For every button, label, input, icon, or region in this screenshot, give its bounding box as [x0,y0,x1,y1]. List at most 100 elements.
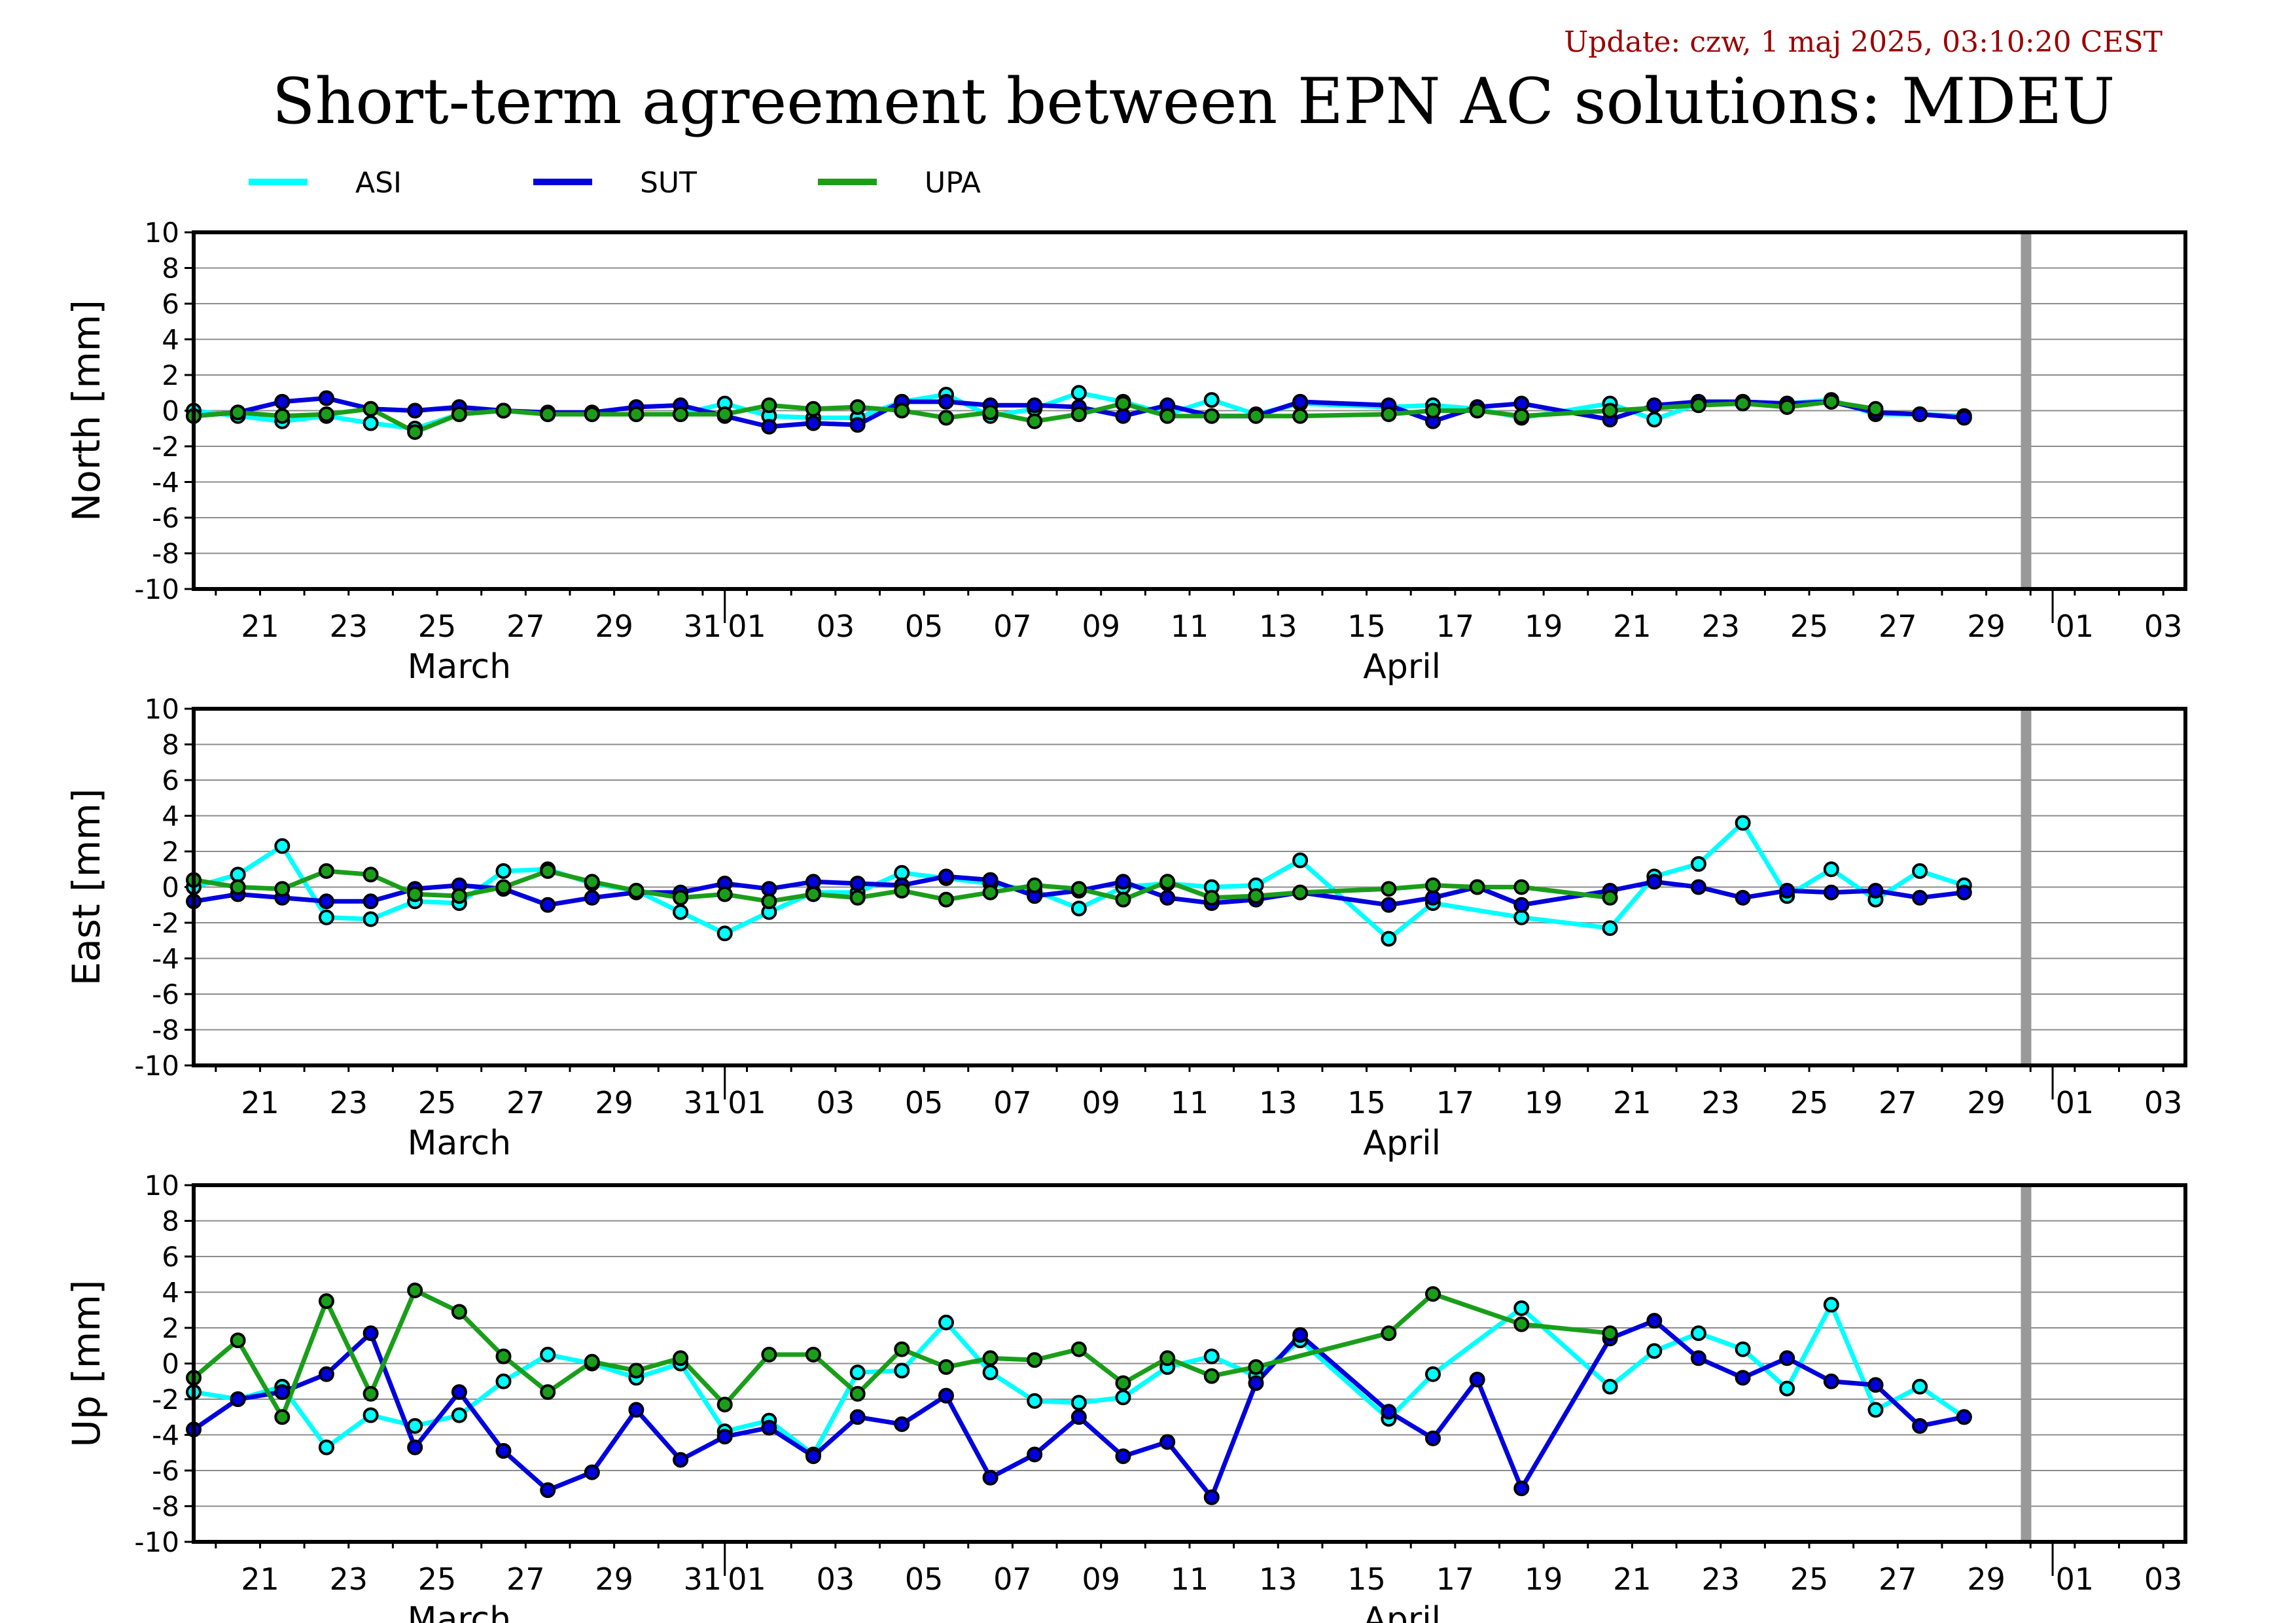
data-point-asi [1513,1300,1530,1316]
data-point-upa [1381,406,1397,422]
data-point-upa [1248,1359,1264,1375]
data-point-upa [716,886,733,902]
x-tick-label: 13 [1259,609,1298,644]
data-point-upa [1159,874,1176,890]
y-tick-label: 6 [162,288,179,320]
x-tick-label: 25 [418,609,457,644]
legend-label-upa: UPA [925,166,981,200]
x-tick-label: 15 [1347,1085,1386,1120]
x-tick-label: 23 [329,1085,368,1120]
data-point-sut [1070,1409,1087,1425]
y-tick-label: 8 [162,253,179,285]
x-tick-label: 03 [2144,609,2183,644]
x-tick-label: 07 [993,1085,1032,1120]
x-tick-label: 17 [1436,1561,1475,1597]
x-tick-label: 29 [1967,1085,2005,1120]
data-point-asi [318,909,334,925]
data-point-upa [1248,408,1264,424]
data-point-sut [1203,1489,1220,1505]
data-point-upa [1381,1325,1397,1342]
data-point-upa [1602,402,1618,419]
data-point-sut [1159,1434,1176,1450]
x-tick-label: 17 [1436,1085,1475,1120]
y-axis-label: North [mm] [64,300,109,522]
data-point-upa [1735,395,1751,412]
data-point-sut [584,1464,600,1480]
data-point-upa [1690,397,1706,414]
data-point-asi [1425,1366,1441,1382]
data-point-sut [761,419,777,435]
x-tick-label: 01 [2056,1561,2094,1597]
data-point-upa [1203,1368,1220,1384]
y-tick-label: 2 [162,836,179,868]
x-tick-label: 03 [817,609,855,644]
data-point-sut [1646,874,1663,890]
data-point-asi [1027,1393,1043,1409]
data-point-upa [628,883,645,899]
data-point-upa [673,889,689,906]
x-tick-label: 31 [684,1085,722,1120]
y-tick-label: -4 [152,1419,179,1452]
y-tick-label: -6 [152,1455,179,1487]
month-label: March [408,1600,512,1623]
data-point-asi [1779,1380,1795,1397]
data-point-asi [1381,931,1397,947]
data-point-asi [894,1363,910,1379]
x-tick-label: 03 [817,1561,855,1597]
data-point-sut [849,876,866,891]
data-point-asi [1203,1348,1220,1364]
x-tick-label: 23 [1701,1085,1740,1120]
x-tick-label: 23 [1701,1561,1740,1597]
data-point-asi [1115,1389,1131,1406]
x-tick-label: 27 [1879,609,1917,644]
data-point-sut [362,893,379,910]
data-point-upa [540,1384,556,1400]
data-point-upa [584,1353,600,1370]
x-tick-label: 01 [2056,1085,2094,1120]
month-label: March [408,1124,512,1163]
x-tick-label: 27 [506,1085,545,1120]
x-tick-label: 07 [993,1561,1032,1597]
data-point-asi [1602,920,1618,936]
data-point-asi [716,925,733,942]
data-point-upa [540,863,556,879]
data-point-upa [407,1282,423,1298]
data-point-sut [1823,1373,1839,1389]
data-point-asi [362,415,379,431]
data-point-asi [1070,901,1087,917]
y-tick-label: 6 [162,1241,179,1273]
x-tick-label: 25 [1790,609,1829,644]
month-label: April [1363,647,1441,687]
data-point-sut [938,1387,954,1404]
x-tick-label: 23 [329,1561,368,1597]
data-point-asi [1070,1395,1087,1411]
data-point-upa [1513,408,1530,424]
series-line-upa [193,399,1877,435]
data-point-upa [1027,1352,1043,1368]
data-point-sut [451,1384,467,1400]
x-tick-label: 27 [1879,1561,1917,1597]
x-tick-label: 01 [728,1561,766,1597]
data-point-sut [1027,1446,1043,1463]
y-tick-label: 0 [162,872,179,904]
data-point-sut [1912,406,1928,422]
y-tick-label: -6 [152,502,179,534]
y-tick-label: 2 [162,359,179,391]
data-point-upa [628,1363,645,1379]
data-point-upa [982,884,998,901]
data-point-sut [1115,874,1131,890]
x-tick-label: 29 [595,1085,633,1120]
data-point-upa [274,408,291,424]
y-tick-label: -8 [152,1491,179,1523]
x-tick-label: 03 [817,1085,855,1120]
data-point-sut [1027,397,1043,414]
data-point-asi [1070,385,1087,401]
data-point-sut [1912,889,1928,906]
data-point-sut [1115,1448,1131,1465]
y-tick-label: -2 [152,431,179,463]
data-point-upa [362,401,379,417]
x-tick-label: 11 [1171,1085,1209,1120]
data-point-upa [761,893,777,910]
x-tick-label: 17 [1436,609,1475,644]
